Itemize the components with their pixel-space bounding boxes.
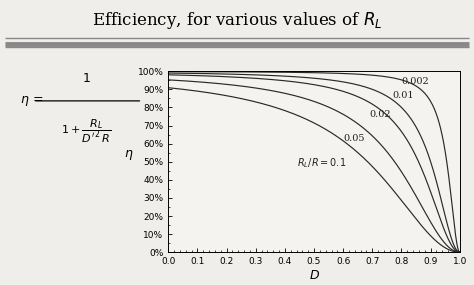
Text: $1 + \dfrac{R_L}{D^{\prime\,2}\, R}$: $1 + \dfrac{R_L}{D^{\prime\,2}\, R}$ xyxy=(61,118,111,145)
Text: $R_L/R = 0.1$: $R_L/R = 0.1$ xyxy=(297,157,346,170)
X-axis label: $D$: $D$ xyxy=(309,269,319,282)
Text: 0.002: 0.002 xyxy=(401,77,429,86)
Text: 0.02: 0.02 xyxy=(369,110,391,119)
Text: 0.05: 0.05 xyxy=(343,134,365,143)
Text: 0.01: 0.01 xyxy=(393,91,414,100)
Text: Efficiency, for various values of $R_L$: Efficiency, for various values of $R_L$ xyxy=(92,10,382,31)
Text: $\eta\, =$: $\eta\, =$ xyxy=(20,94,44,108)
Y-axis label: $\eta$: $\eta$ xyxy=(125,148,134,162)
Text: $1$: $1$ xyxy=(82,72,91,85)
